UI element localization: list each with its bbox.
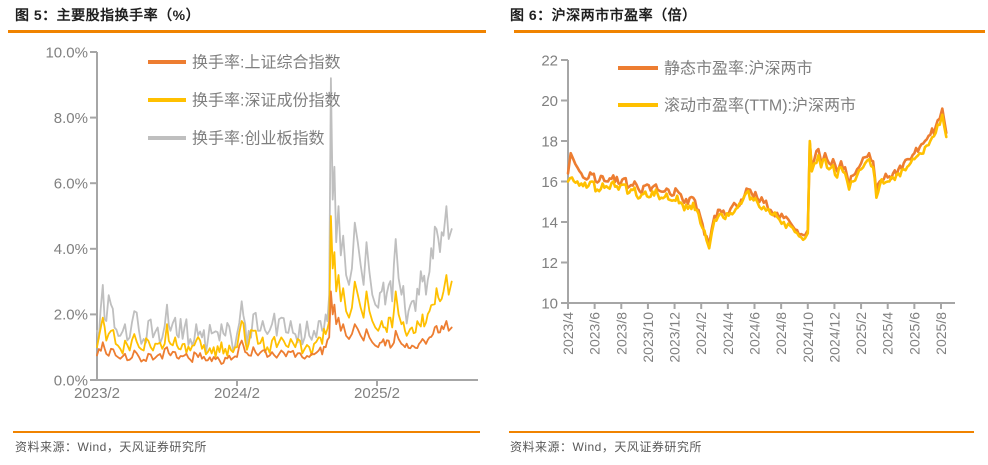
x-tick-label: 2025/8: [933, 312, 949, 355]
y-tick-label: 10.0%: [45, 44, 88, 61]
x-tick-label: 2023/8: [613, 312, 629, 355]
legend-label: 静态市盈率:沪深两市: [664, 60, 812, 78]
y-tick-label: 2.0%: [54, 307, 88, 324]
y-tick-label: 4.0%: [54, 241, 88, 258]
y-tick-label: 6.0%: [54, 175, 88, 192]
x-tick-label: 2024/8: [773, 312, 789, 355]
figure6-title-rule: [514, 30, 985, 33]
figure5-source: 资料来源：Wind，天风证券研究所: [15, 440, 207, 454]
figure6-chart: 10 12 14 16 18 20 22 2023/4 2023/6 2023/8 2023/10 2…: [541, 52, 955, 363]
x-tick-label: 2024/4: [720, 312, 736, 355]
x-tick-label: 2024/2: [214, 385, 260, 402]
y-tick-label: 14: [541, 214, 558, 231]
x-tick-label: 2024/12: [826, 312, 842, 363]
x-tick-label: 2023/12: [667, 312, 683, 363]
legend-label: 换手率:创业板指数: [192, 130, 324, 148]
figure5-title-rule: [8, 30, 486, 33]
figure5-series-line: [96, 77, 453, 354]
y-tick-label: 18: [541, 133, 558, 150]
x-tick-label: 2023/2: [74, 385, 120, 402]
legend-label: 滚动市盈率(TTM):沪深两市: [664, 97, 856, 115]
y-tick-label: 16: [541, 174, 558, 191]
x-tick-label: 2023/10: [640, 312, 656, 363]
figure5-series-line: [96, 215, 453, 358]
x-tick-label: 2025/2: [354, 385, 400, 402]
figure6-source-rule: [509, 431, 974, 433]
y-tick-label: 8.0%: [54, 110, 88, 127]
y-tick-label: 20: [541, 93, 558, 110]
y-tick-label: 12: [541, 255, 558, 272]
x-tick-label: 2024/6: [747, 312, 763, 355]
figure6-series-line: [566, 113, 948, 250]
x-tick-label: 2023/6: [587, 312, 603, 355]
x-tick-label: 2023/4: [560, 312, 576, 355]
figure5-series-line: [96, 290, 453, 365]
x-tick-label: 2024/2: [693, 312, 709, 355]
x-tick-label: 2024/10: [800, 312, 816, 363]
figure5-source-rule: [13, 431, 480, 433]
legend-label: 换手率:上证综合指数: [192, 54, 340, 72]
figure5-tick-labels: 0.0% 2.0% 4.0% 6.0% 8.0% 10.0% 2023/2 2024/2 202…: [45, 44, 399, 402]
figure6-title: 图 6：沪深两市市盈率（倍）: [510, 7, 697, 23]
y-tick-label: 22: [541, 52, 558, 69]
x-tick-label: 2025/4: [880, 312, 896, 355]
x-tick-label: 2025/6: [906, 312, 922, 355]
figure5-title: 图 5：主要股指换手率（%）: [15, 7, 201, 23]
figure6-tick-labels: 10 12 14 16 18 20 22 2023/4 2023/6 2023/8 2023/10 2…: [541, 52, 949, 362]
y-tick-label: 0.0%: [54, 372, 88, 389]
figure6-source: 资料来源：Wind，天风证券研究所: [510, 440, 702, 454]
y-tick-label: 10: [541, 295, 558, 312]
figure6-series-line: [566, 107, 948, 246]
figure5-chart: 0.0% 2.0% 4.0% 6.0% 8.0% 10.0% 2023/2 2024/2 202…: [45, 44, 478, 402]
figure5-axes: [90, 51, 478, 386]
x-tick-label: 2025/2: [853, 312, 869, 355]
legend-label: 换手率:深证成份指数: [192, 92, 340, 110]
